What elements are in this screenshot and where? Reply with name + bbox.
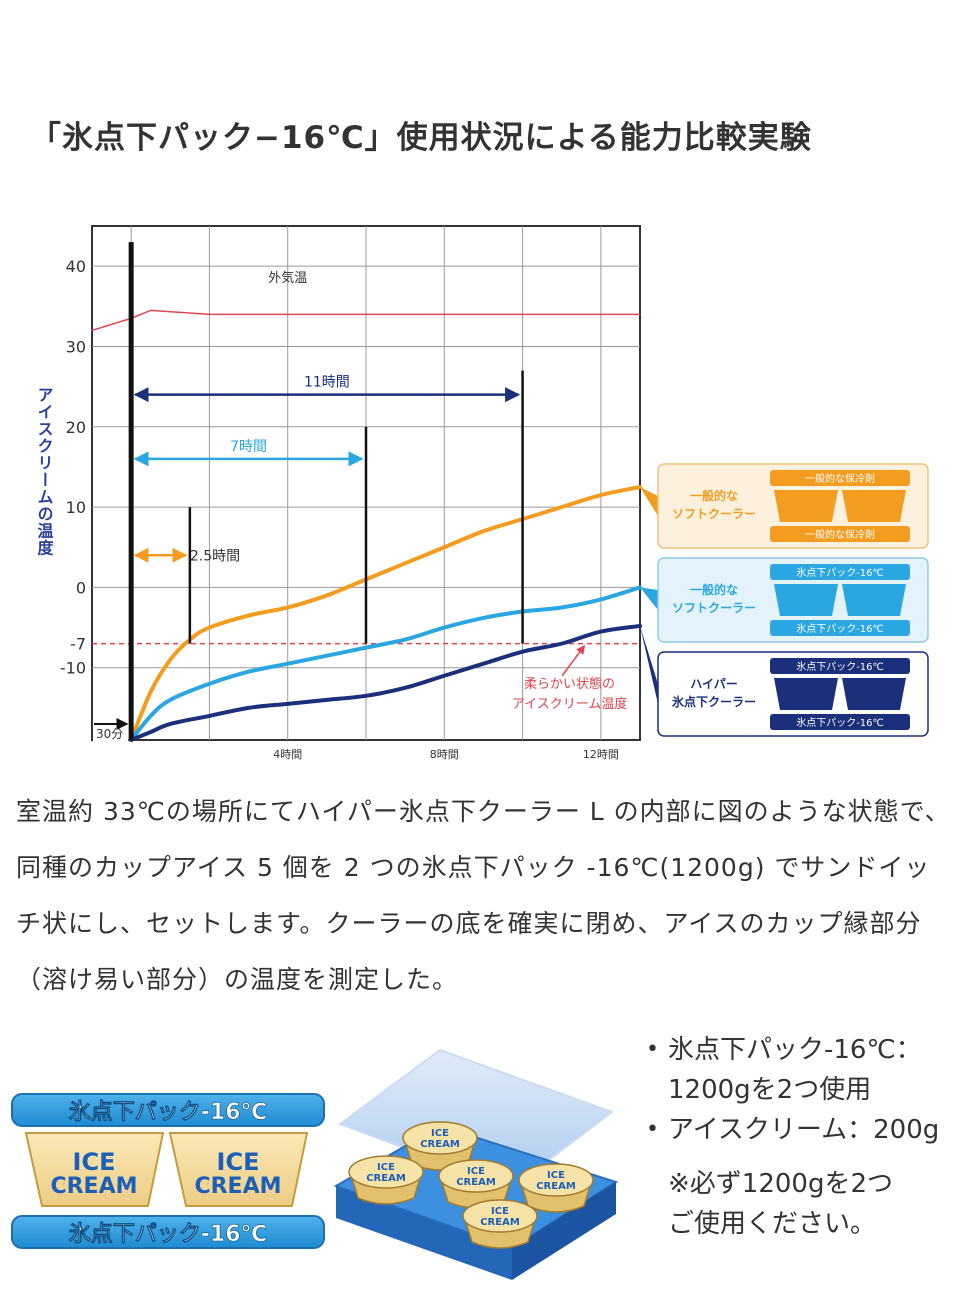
- legend-pack-top-label: 氷点下パック-16℃: [796, 660, 884, 673]
- legend-pack-top-label: 一般的な保冷剤: [805, 472, 875, 485]
- note-icecream: アイスクリーム：200g: [640, 1110, 939, 1150]
- series-line-3: [129, 623, 642, 742]
- note-icecream-line1: アイスクリーム：200g: [668, 1115, 940, 1145]
- legend-label-line2: ソフトクーラー: [672, 601, 756, 615]
- duration-label: 11時間: [304, 375, 350, 391]
- cup-3d-line2: CREAM: [366, 1173, 406, 1184]
- note-remark-line2: ご使用ください。: [668, 1209, 877, 1239]
- cup-3d-line2: CREAM: [420, 1139, 460, 1150]
- legend-label-line2: 氷点下クーラー: [671, 694, 756, 709]
- axis-layer: 40 30 20 10 0 -10 -7 4時間 8時間 12時間 アイスクリームの温度 30分: [35, 257, 619, 760]
- cup-3d-line1: ICE: [377, 1162, 395, 1173]
- legend-pack-top: [770, 564, 910, 580]
- notes: 氷点下パック-16℃： 1200gを2つ使用 アイスクリーム：200g ※必ず1…: [640, 1030, 939, 1244]
- reference-label-line1: 柔らかい状態の: [524, 676, 615, 692]
- legend-label-line2: ソフトクーラー: [672, 507, 756, 521]
- legend-pointer: [640, 587, 658, 610]
- legend-label-line1: 一般的な: [690, 488, 738, 503]
- outside-temp-label: 外気温: [268, 270, 307, 286]
- legend-pack-bottom: [770, 526, 910, 542]
- start-label: 30分: [96, 727, 123, 741]
- pack-sandwich-illustration: 氷点下パック-16℃ ICE CREAM ICE CREAM 氷点下パック-16…: [11, 1048, 619, 1280]
- y-tick-label: 40: [66, 257, 86, 276]
- cup-left-line1: ICE: [73, 1148, 116, 1176]
- y-tick-label: 30: [66, 337, 86, 356]
- notes-list: 氷点下パック-16℃： 1200gを2つ使用 アイスクリーム：200g: [640, 1030, 939, 1150]
- legend-pack-top: [770, 658, 910, 674]
- legend-pack-bottom-label: 一般的な保冷剤: [805, 528, 875, 541]
- note-pack-line1: 氷点下パック-16℃：: [668, 1035, 922, 1065]
- legend-pack-bottom-label: 氷点下パック-16℃: [796, 622, 884, 635]
- y-axis-label: アイスクリームの温度: [35, 387, 55, 557]
- y-tick-label: 0: [76, 578, 86, 597]
- legend-cup: [774, 584, 838, 616]
- legend-pointer: [640, 487, 658, 516]
- start-label-bg: [93, 733, 129, 752]
- cup-3d-line1: ICE: [431, 1128, 449, 1139]
- y-tick-label: -7: [70, 635, 86, 654]
- legend-pointer: [640, 625, 658, 704]
- legend: 一般的なソフトクーラー一般的な保冷剤一般的な保冷剤一般的なソフトクーラー氷点下パ…: [640, 463, 929, 737]
- ice-cream-cup-left: [24, 1132, 165, 1207]
- cup-right-line2: CREAM: [194, 1174, 281, 1199]
- note-pack: 氷点下パック-16℃： 1200gを2つ使用: [640, 1030, 939, 1110]
- bottom-pack-side-face: [512, 1182, 616, 1280]
- legend-cup: [842, 678, 906, 710]
- legend-cup: [842, 490, 906, 522]
- x-tick-label: 4時間: [273, 748, 302, 760]
- series-line-2: [129, 585, 642, 742]
- note-pack-line2: 1200gを2つ使用: [668, 1075, 872, 1105]
- legend-label-line1: ハイパー: [690, 677, 738, 691]
- pack-bottom-label: 氷点下パック-16℃: [69, 1221, 267, 1247]
- cup-3d-line1: ICE: [491, 1206, 509, 1217]
- bottom-pack-front-face: [336, 1186, 512, 1280]
- legend-label-line1: 一般的な: [690, 582, 738, 597]
- pack-bottom: [11, 1215, 325, 1249]
- legend-pack-top: [770, 470, 910, 486]
- x-tick-label: 8時間: [430, 748, 459, 760]
- series-layer: [91, 309, 642, 742]
- series-line-1: [129, 485, 642, 742]
- marker-layer: [128, 242, 524, 740]
- cup-right-line1: ICE: [217, 1148, 260, 1176]
- note-remark: ※必ず1200gを2つ ご使用ください。: [640, 1164, 939, 1244]
- legend-cup: [842, 584, 906, 616]
- reference-label-line2: アイスクリーム温度: [512, 696, 628, 712]
- legend-cup: [774, 678, 838, 710]
- legend-pack-bottom-label: 氷点下パック-16℃: [796, 716, 884, 729]
- cup-3d-line1: ICE: [467, 1166, 485, 1177]
- legend-pack-bottom: [770, 714, 910, 730]
- cup-3d-line2: CREAM: [480, 1217, 520, 1228]
- note-remark-line1: ※必ず1200gを2つ: [668, 1169, 893, 1199]
- cup-3d-line2: CREAM: [536, 1181, 576, 1192]
- legend-cup: [774, 490, 838, 522]
- experiment-description: 室温約 33℃の場所にてハイパー氷点下クーラー L の内部に図のような状態で、同…: [16, 797, 951, 994]
- legend-pack-bottom: [770, 620, 910, 636]
- legend-pack-top-label: 氷点下パック-16℃: [796, 566, 884, 579]
- duration-label: 7時間: [230, 439, 267, 455]
- reference-callout-arrow: [561, 644, 586, 677]
- y-tick-label: -10: [60, 659, 86, 678]
- cup-3d-line1: ICE: [547, 1170, 565, 1181]
- pack-top-label: 氷点下パック-16℃: [69, 1099, 267, 1125]
- y-tick-label: 20: [66, 418, 86, 437]
- pack-top: [11, 1093, 325, 1127]
- y-tick-label: 10: [66, 498, 86, 517]
- series-line-0: [91, 309, 641, 332]
- cup-left-line2: CREAM: [50, 1174, 137, 1199]
- cup-3d-line2: CREAM: [456, 1177, 496, 1188]
- duration-label: 2.5時間: [190, 548, 240, 564]
- x-tick-label: 12時間: [583, 748, 619, 760]
- ice-cream-cup-right: [168, 1132, 309, 1207]
- page-title: 「氷点下パック−16℃」使用状況による能力比較実験: [30, 120, 812, 156]
- front-view: 氷点下パック-16℃ ICE CREAM ICE CREAM 氷点下パック-16…: [11, 1093, 325, 1249]
